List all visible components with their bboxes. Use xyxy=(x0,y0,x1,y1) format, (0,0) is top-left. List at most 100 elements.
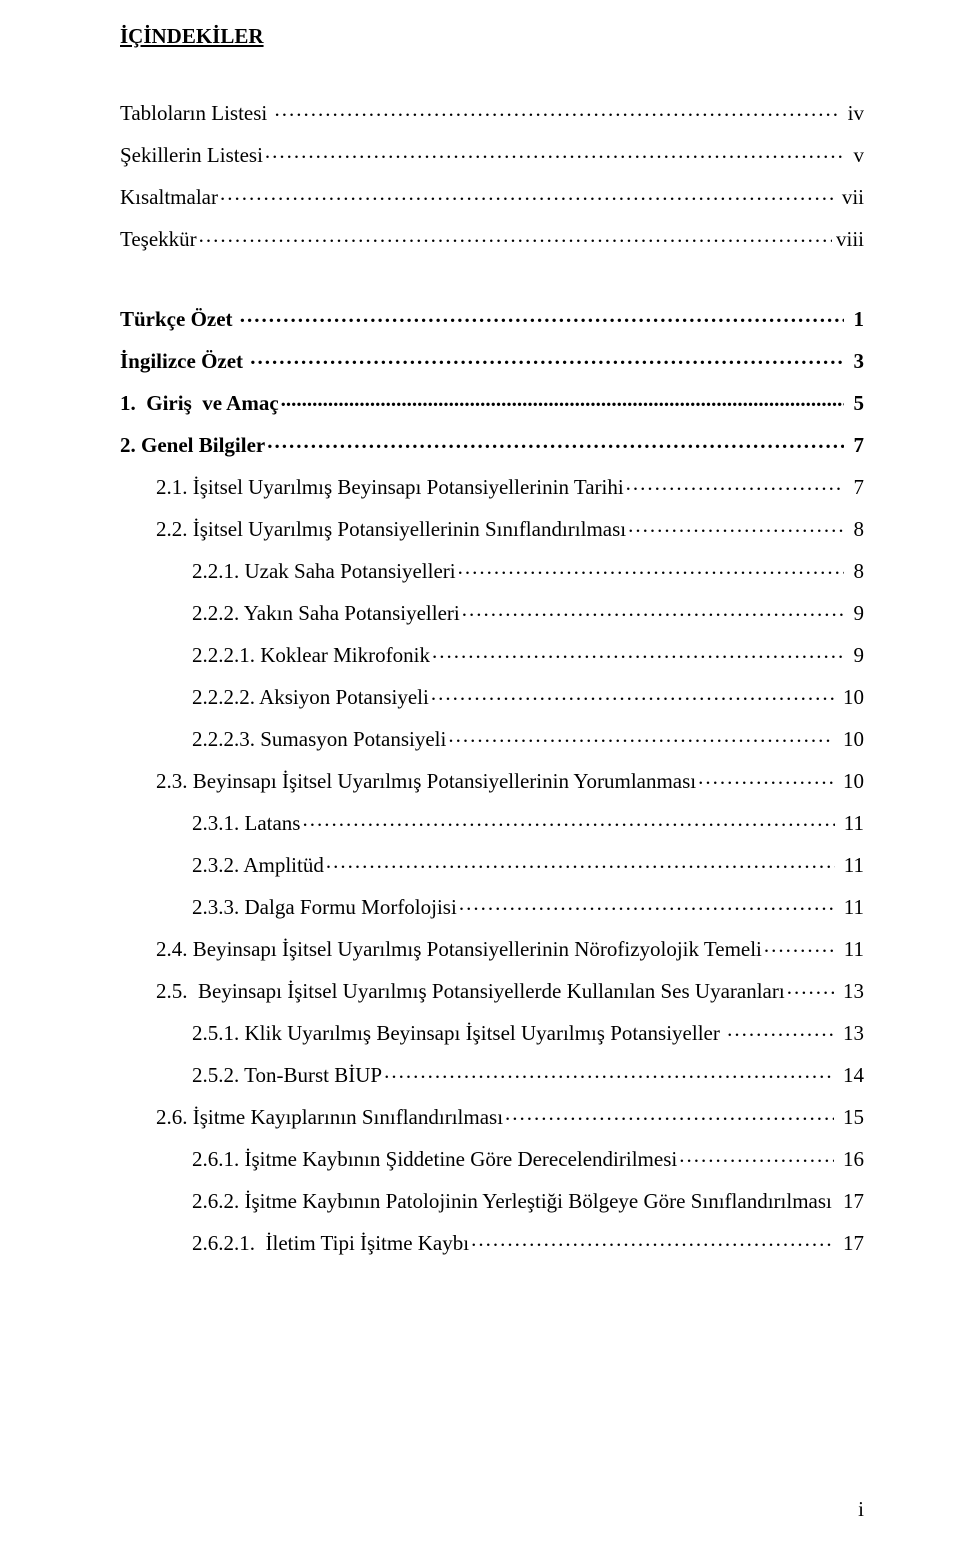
toc-container: Tabloların Listesi iv Şekillerin Listesi … xyxy=(120,99,864,1254)
toc-entry-label: Kısaltmalar xyxy=(120,187,218,208)
toc-entry-page: viii xyxy=(832,229,864,250)
toc-entry-page: 9 xyxy=(844,645,864,666)
toc-leader-dots xyxy=(677,1145,834,1166)
toc-leader-dots xyxy=(624,473,845,494)
toc-entry: 2.3. Beyinsapı İşitsel Uyarılmış Potansi… xyxy=(120,767,864,792)
toc-entry-page: 10 xyxy=(834,687,864,708)
toc-entry-page: 16 xyxy=(834,1149,864,1170)
toc-entry-label: 2.4. Beyinsapı İşitsel Uyarılmış Potansi… xyxy=(156,939,762,960)
toc-leader-dots xyxy=(218,183,833,204)
toc-entry-page: 14 xyxy=(834,1065,864,1086)
toc-entry-page: 11 xyxy=(835,897,864,918)
toc-entry: Teşekkür viii xyxy=(120,225,864,250)
toc-entry-page: 11 xyxy=(835,855,864,876)
page-number-footer: i xyxy=(858,1497,864,1522)
toc-entry: 2. Genel Bilgiler 7 xyxy=(120,431,864,456)
toc-entry-label: 2.6.2.1. İletim Tipi İşitme Kaybı xyxy=(192,1233,469,1254)
toc-entry-label: 2.1. İşitsel Uyarılmış Beyinsapı Potansi… xyxy=(156,477,624,498)
toc-entry-label: 2. Genel Bilgiler xyxy=(120,435,265,456)
toc-entry-label: 2.5. Beyinsapı İşitsel Uyarılmış Potansi… xyxy=(156,981,785,1002)
toc-leader-dots xyxy=(238,305,844,326)
toc-leader-dots xyxy=(382,1061,834,1082)
toc-entry-label: 2.2.1. Uzak Saha Potansiyelleri xyxy=(192,561,456,582)
toc-entry-label: 2.3. Beyinsapı İşitsel Uyarılmış Potansi… xyxy=(156,771,696,792)
blank-spacer xyxy=(120,267,864,305)
toc-leader-dots xyxy=(263,141,844,162)
toc-entry-label: 2.3.2. Amplitüd xyxy=(192,855,324,876)
toc-entry-label: 2.6.1. İşitme Kaybının Şiddetine Göre De… xyxy=(192,1149,677,1170)
toc-leader-dots xyxy=(762,935,835,956)
toc-entry-label: 2.5.2. Ton-Burst BİUP xyxy=(192,1065,382,1086)
toc-entry-page: 11 xyxy=(835,813,864,834)
toc-leader-dots xyxy=(300,809,834,830)
toc-heading: İÇİNDEKİLER xyxy=(120,24,864,49)
toc-entry-page: 1 xyxy=(844,309,864,330)
toc-entry: 2.6. İşitme Kayıplarının Sınıflandırılma… xyxy=(120,1103,864,1128)
toc-entry-page: 11 xyxy=(835,939,864,960)
toc-leader-dots xyxy=(248,347,844,368)
toc-entry: 2.3.2. Amplitüd 11 xyxy=(120,851,864,876)
toc-leader-dots xyxy=(197,225,832,246)
toc-leader-dots xyxy=(429,683,834,704)
toc-entry-page: 17 xyxy=(834,1233,864,1254)
toc-entry-label: 2.2.2.1. Koklear Mikrofonik xyxy=(192,645,430,666)
toc-entry-page: 13 xyxy=(834,981,864,1002)
toc-entry-label: 2.6.2. İşitme Kaybının Patolojinin Yerle… xyxy=(192,1191,832,1212)
toc-entry: 2.2. İşitsel Uyarılmış Potansiyellerinin… xyxy=(120,515,864,540)
toc-leader-dots xyxy=(469,1229,834,1250)
toc-entry: 2.3.3. Dalga Formu Morfolojisi 11 xyxy=(120,893,864,918)
toc-entry: 2.3.1. Latans 11 xyxy=(120,809,864,834)
toc-entry-page: 10 xyxy=(834,771,864,792)
toc-entry-label: 2.2.2.3. Sumasyon Potansiyeli xyxy=(192,729,446,750)
toc-entry-label: Teşekkür xyxy=(120,229,197,250)
toc-entry: 2.6.2. İşitme Kaybının Patolojinin Yerle… xyxy=(120,1187,864,1212)
toc-leader-dots xyxy=(785,977,834,998)
toc-entry: 2.5.2. Ton-Burst BİUP 14 xyxy=(120,1061,864,1086)
toc-entry: 2.2.2.1. Koklear Mikrofonik 9 xyxy=(120,641,864,666)
toc-entry-page: 5 xyxy=(844,393,864,414)
toc-leader-dots xyxy=(832,1187,834,1208)
toc-entry: Şekillerin Listesi v xyxy=(120,141,864,166)
toc-entry-label: Tabloların Listesi xyxy=(120,103,273,124)
toc-entry-page: vii xyxy=(833,187,864,208)
toc-leader-dots xyxy=(273,99,839,120)
toc-entry-label: Türkçe Özet xyxy=(120,309,238,330)
toc-entry: Kısaltmalar vii xyxy=(120,183,864,208)
toc-entry: Türkçe Özet 1 xyxy=(120,305,864,330)
toc-entry-page: 8 xyxy=(844,519,864,540)
toc-leader-dots xyxy=(430,641,844,662)
toc-entry-page: 9 xyxy=(844,603,864,624)
toc-leader-dots xyxy=(696,767,834,788)
toc-entry-page: 8 xyxy=(844,561,864,582)
toc-leader-dots xyxy=(446,725,833,746)
toc-leader-dots xyxy=(503,1103,834,1124)
toc-entry-label: 1. Giriş ve Amaç xyxy=(120,393,279,414)
toc-entry-label: 2.6. İşitme Kayıplarının Sınıflandırılma… xyxy=(156,1107,503,1128)
toc-entry-page: 3 xyxy=(844,351,864,372)
toc-entry: 2.2.2.2. Aksiyon Potansiyeli 10 xyxy=(120,683,864,708)
toc-leader-dots xyxy=(460,599,845,620)
toc-entry: 2.2.1. Uzak Saha Potansiyelleri 8 xyxy=(120,557,864,582)
toc-entry-label: 2.2. İşitsel Uyarılmış Potansiyellerinin… xyxy=(156,519,626,540)
toc-entry-page: iv xyxy=(838,103,864,124)
toc-entry-label: Şekillerin Listesi xyxy=(120,145,263,166)
toc-entry: 2.1. İşitsel Uyarılmış Beyinsapı Potansi… xyxy=(120,473,864,498)
toc-entry-page: 15 xyxy=(834,1107,864,1128)
toc-entry: 2.5.1. Klik Uyarılmış Beyinsapı İşitsel … xyxy=(120,1019,864,1044)
toc-entry-page: 10 xyxy=(834,729,864,750)
toc-entry: 2.2.2.3. Sumasyon Potansiyeli 10 xyxy=(120,725,864,750)
toc-leader-dots xyxy=(324,851,835,872)
toc-entry-page: 17 xyxy=(834,1191,864,1212)
toc-entry-label: 2.5.1. Klik Uyarılmış Beyinsapı İşitsel … xyxy=(192,1023,725,1044)
toc-entry-label: 2.2.2. Yakın Saha Potansiyelleri xyxy=(192,603,460,624)
toc-entry: 2.5. Beyinsapı İşitsel Uyarılmış Potansi… xyxy=(120,977,864,1002)
page: İÇİNDEKİLER Tabloların Listesi iv Şekille… xyxy=(0,0,960,1548)
toc-entry-label: 2.3.1. Latans xyxy=(192,813,300,834)
toc-entry-page: 7 xyxy=(844,477,864,498)
toc-entry-page: 7 xyxy=(844,435,864,456)
toc-leader-dots xyxy=(626,515,844,536)
toc-entry-label: İngilizce Özet xyxy=(120,351,248,372)
toc-leader-dots xyxy=(725,1019,834,1040)
toc-leader-dots xyxy=(265,431,844,452)
toc-leader-dots xyxy=(279,389,845,410)
